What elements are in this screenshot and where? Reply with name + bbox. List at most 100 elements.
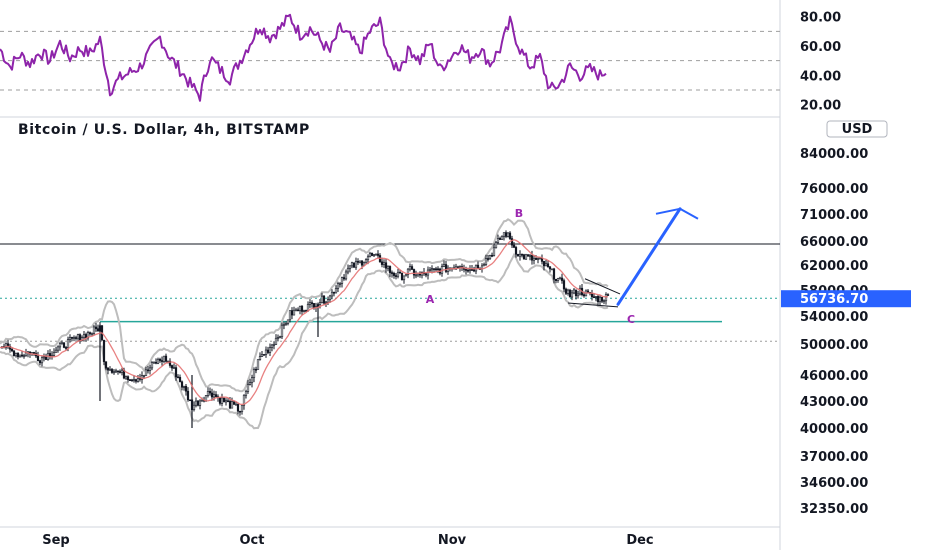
candle-body	[310, 302, 314, 304]
candle-body	[276, 337, 280, 339]
candle-body	[196, 400, 200, 406]
candle-body	[142, 375, 146, 377]
candle-body	[410, 266, 414, 270]
candle-body	[164, 355, 168, 362]
candle-body	[252, 368, 256, 378]
candle-body	[262, 354, 266, 356]
candle-body	[62, 342, 66, 348]
candle-body	[186, 390, 190, 401]
price-tick-label: 54000.00	[800, 310, 868, 325]
candle-body	[102, 339, 106, 362]
candle-body	[268, 347, 272, 353]
price-tick-label: 32350.00	[800, 502, 868, 517]
price-tick-label: 50000.00	[800, 338, 868, 353]
candle-body	[44, 356, 48, 360]
moving-average	[0, 239, 609, 406]
candle-body	[158, 358, 162, 361]
candle-body	[112, 371, 116, 374]
candle-body	[348, 265, 352, 269]
candle-body	[150, 362, 154, 369]
candle-body	[258, 356, 262, 360]
candle-body	[96, 328, 100, 332]
price-tick-label: 71000.00	[800, 208, 868, 223]
candle-body	[430, 268, 434, 271]
candle-body	[428, 269, 432, 272]
candle-body	[408, 266, 412, 270]
candle-body	[134, 379, 138, 382]
candle-body	[542, 261, 546, 267]
rsi-tick-label: 40.00	[800, 69, 841, 84]
candle-body	[116, 370, 120, 373]
currency-badge[interactable]	[826, 120, 888, 138]
candle-body	[230, 401, 234, 409]
candle-body	[384, 262, 388, 269]
candle-body	[322, 295, 326, 304]
candle-body	[376, 253, 380, 256]
candle-body	[546, 263, 550, 268]
candle-body	[558, 277, 562, 280]
candle-body	[170, 365, 174, 369]
candle-body	[106, 367, 110, 371]
candle-body	[406, 268, 410, 275]
candle-body	[346, 267, 350, 273]
candle-body	[332, 291, 336, 294]
wedge-lower-line	[567, 302, 619, 308]
candle-body	[568, 289, 572, 298]
candle-body	[58, 342, 62, 348]
candle-body	[364, 259, 368, 264]
price-tick-label: 84000.00	[800, 147, 868, 162]
candle-body	[244, 391, 248, 396]
candle-body	[518, 253, 522, 257]
candle-body	[266, 349, 270, 353]
candle-body	[36, 355, 40, 361]
candle-body	[362, 262, 366, 266]
candle-body	[328, 295, 332, 300]
wave-pattern: A B C	[426, 207, 635, 326]
candle-body	[300, 305, 304, 312]
candle-body	[436, 268, 440, 271]
candle-body	[120, 369, 124, 373]
candle-body	[538, 257, 542, 260]
rsi-axis-ticks: 80.00 60.00 40.00 20.00	[800, 11, 841, 114]
candle-body	[488, 255, 492, 260]
candle-body	[212, 394, 216, 398]
candle-body	[472, 269, 476, 272]
candle-body	[572, 289, 576, 294]
candle-body	[536, 258, 540, 261]
rsi-line	[0, 13, 607, 102]
candle-body	[40, 357, 44, 364]
candle-body	[264, 349, 268, 355]
candle-body	[4, 343, 8, 349]
candle-body	[24, 352, 28, 357]
candle-body	[92, 326, 96, 334]
candle-body	[284, 323, 288, 325]
candle-body	[554, 278, 558, 282]
rsi-tick-label: 20.00	[800, 99, 841, 114]
candle-body	[592, 296, 596, 299]
candle-body	[108, 369, 112, 371]
candle-body	[286, 319, 290, 324]
current-price-label: 56736.70	[800, 292, 868, 307]
price-tick-label: 76000.00	[800, 182, 868, 197]
candle-body	[320, 295, 324, 304]
candle-body	[152, 361, 156, 364]
candle-body	[394, 275, 398, 277]
candle-body	[512, 244, 516, 248]
candle-body	[526, 254, 530, 257]
candle-body	[598, 296, 602, 303]
candle-body	[234, 403, 238, 406]
rsi-tick-label: 80.00	[800, 11, 841, 26]
candle-body	[464, 269, 468, 271]
candle-body	[564, 288, 568, 294]
price-levels	[0, 243, 780, 342]
projection-line	[616, 207, 682, 306]
candle-body	[182, 386, 186, 388]
candle-body	[72, 337, 76, 339]
candle-body	[498, 238, 502, 240]
price-axis-ticks: 84000.00 76000.00 71000.00 66000.00 62000.00…	[781, 147, 911, 517]
candle-body	[550, 268, 554, 271]
candle-body	[302, 310, 306, 312]
time-axis-ticks: Sep Oct Nov Dec	[42, 533, 653, 548]
candle-body	[470, 269, 474, 271]
